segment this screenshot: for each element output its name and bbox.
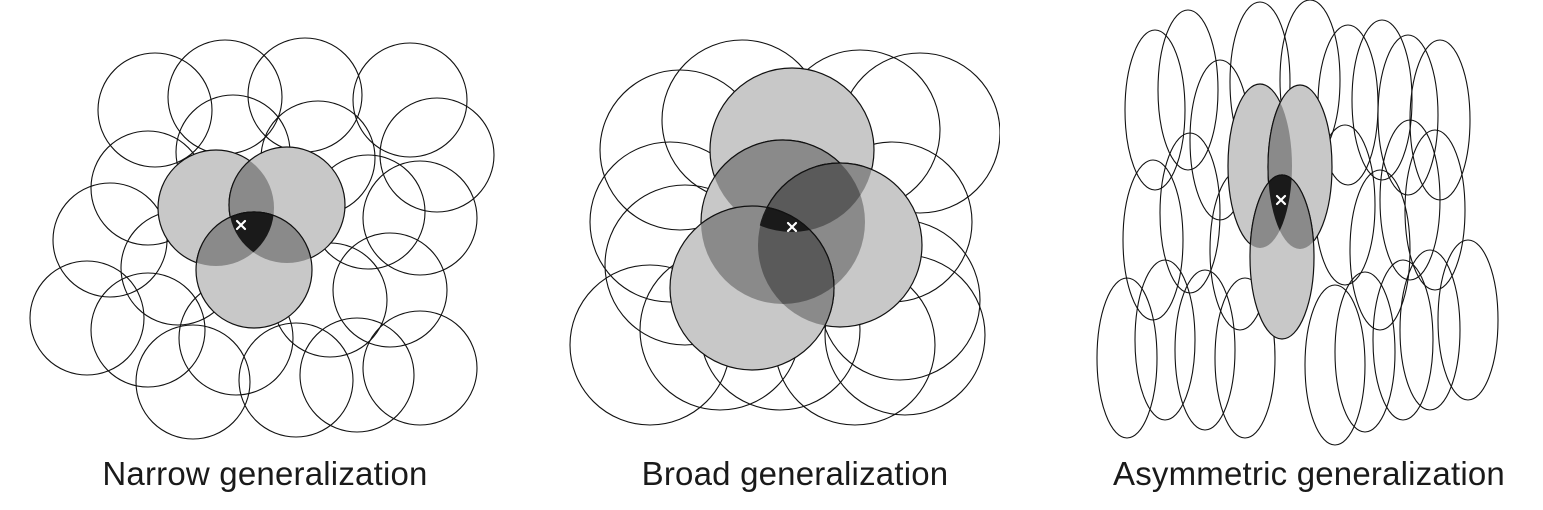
asymmetric-generalization-panel (1080, 0, 1543, 450)
narrow-generalization-caption: Narrow generalization (102, 455, 428, 492)
broad-generalization-diagram (569, 39, 1000, 426)
narrow-generalization-panel (0, 0, 530, 450)
narrow-generalization-diagram (29, 37, 495, 440)
x-marker-icon (235, 219, 247, 231)
x-marker-icon (786, 221, 798, 233)
broad-generalization-panel (540, 0, 1000, 450)
x-marker-icon (1275, 194, 1287, 206)
asymmetric-generalization-diagram (1096, 0, 1499, 446)
overlap-regions (701, 139, 874, 327)
broad-generalization-caption: Broad generalization (641, 455, 949, 492)
overlap-regions (1249, 84, 1315, 249)
asymmetric-generalization-caption: Asymmetric generalization (1113, 455, 1505, 492)
overlap-regions (195, 150, 313, 266)
